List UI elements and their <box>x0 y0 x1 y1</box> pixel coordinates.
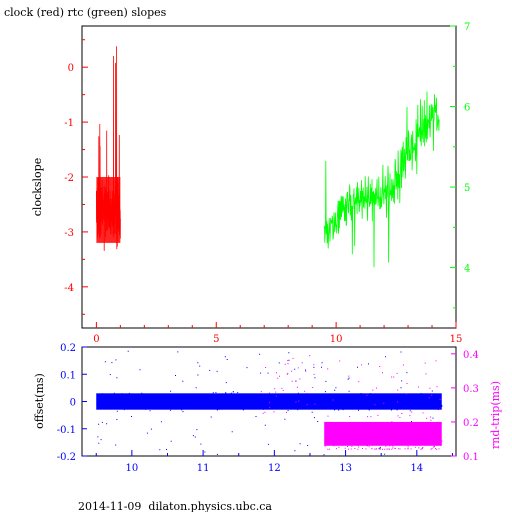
roundtrip-band <box>324 421 442 446</box>
series-offset <box>96 350 443 456</box>
top-y2tick-label-2: 5 <box>464 183 470 194</box>
series-rtc <box>323 91 440 268</box>
top-ytick-label-3: -3 <box>64 228 74 239</box>
bottom-ylabel-left: offset(ms) <box>33 373 46 429</box>
bottom-panel: 10 11 12 13 14 0.2 0.1 0 -0.1 -0.2 0.4 0.3 0.2 0.1 of… <box>33 343 502 474</box>
bot-xtick-label-2: 12 <box>268 463 281 474</box>
top-xtick-label-1: 5 <box>213 334 219 345</box>
top-xtick-label-0: 0 <box>93 334 99 345</box>
bot-xtick-label-3: 13 <box>339 463 352 474</box>
top-ticks: 0 5 10 15 0 -1 -2 -3 -4 7 6 5 4 <box>64 22 470 345</box>
top-ytick-label-4: -4 <box>64 283 74 294</box>
rtc-trace <box>323 91 440 268</box>
bot-ytick-label-3: -0.1 <box>57 425 76 436</box>
chart-title: clock (red) rtc (green) slopes <box>4 6 167 19</box>
top-ylabel: clockslope <box>31 158 44 216</box>
bottom-ticks: 10 11 12 13 14 0.2 0.1 0 -0.1 -0.2 0.4 0.3 0.2 0.1 <box>57 343 479 474</box>
top-ytick-label-1: -1 <box>64 118 74 129</box>
series-roundtrip <box>260 355 443 450</box>
top-ytick-label-2: -2 <box>64 173 74 184</box>
top-ytick-label-0: 0 <box>68 63 74 74</box>
bottom-ylabel-right: rnd-trip(ms) <box>489 381 502 449</box>
offset-band <box>96 393 442 410</box>
bot-xtick-label-0: 10 <box>125 463 138 474</box>
top-y2tick-label-1: 6 <box>464 103 470 114</box>
top-xtick-label-3: 15 <box>450 334 463 345</box>
bot-xtick-label-4: 14 <box>410 463 423 474</box>
top-panel: 0 5 10 15 0 -1 -2 -3 -4 7 6 5 4 clockslope <box>31 22 470 345</box>
bot-xtick-label-1: 11 <box>197 463 210 474</box>
top-y2tick-label-0: 7 <box>464 22 470 33</box>
series-clock <box>96 46 121 251</box>
bot-ytick-label-2: 0 <box>70 398 76 409</box>
bot-ytick-label-1: 0.1 <box>60 370 76 381</box>
offset-points <box>96 350 443 456</box>
bot-y2tick-label-1: 0.3 <box>463 384 479 395</box>
bot-y2tick-label-2: 0.2 <box>463 418 479 429</box>
footer-text: 2014-11-09 dilaton.physics.ubc.ca <box>78 500 272 512</box>
roundtrip-points <box>260 355 443 450</box>
bot-y2tick-label-0: 0.4 <box>463 350 479 361</box>
bot-ytick-label-4: -0.2 <box>57 452 76 463</box>
bot-ytick-label-0: 0.2 <box>60 343 76 354</box>
top-y2tick-label-3: 4 <box>464 264 470 275</box>
bot-y2tick-label-3: 0.1 <box>463 452 479 463</box>
clock-band <box>96 177 121 243</box>
top-xtick-label-2: 10 <box>330 334 343 345</box>
